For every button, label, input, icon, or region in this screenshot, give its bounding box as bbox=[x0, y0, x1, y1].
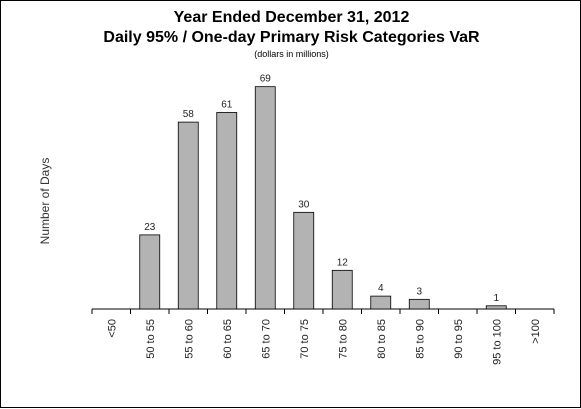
bar bbox=[331, 269, 353, 310]
chart-units-note: (dollars in millions) bbox=[254, 49, 329, 59]
x-tick-label: 95 to 100 bbox=[491, 319, 503, 365]
x-tick-label: 80 to 85 bbox=[376, 319, 388, 359]
bar bbox=[139, 234, 161, 310]
bar bbox=[254, 86, 276, 310]
bar bbox=[408, 298, 430, 310]
data-label: 69 bbox=[260, 74, 272, 85]
chart-title: Year Ended December 31, 2012 bbox=[173, 9, 410, 26]
x-tick-label: >100 bbox=[530, 319, 542, 344]
x-tick-label: 55 to 60 bbox=[183, 319, 195, 359]
x-tick-label: 50 to 55 bbox=[145, 319, 157, 359]
x-tick-label: 75 to 80 bbox=[337, 319, 349, 359]
x-tick-label: 85 to 90 bbox=[414, 319, 426, 359]
data-label: 23 bbox=[144, 222, 156, 233]
x-tick-label: <50 bbox=[106, 319, 118, 338]
bar bbox=[370, 295, 392, 310]
data-label: 58 bbox=[183, 109, 195, 120]
data-label: 12 bbox=[337, 257, 349, 268]
data-label: 3 bbox=[416, 286, 422, 297]
bar bbox=[216, 112, 238, 310]
data-label: 4 bbox=[378, 283, 384, 294]
chart-subtitle: Daily 95% / One-day Primary Risk Categor… bbox=[103, 29, 480, 46]
data-label: 1 bbox=[493, 293, 499, 304]
bar bbox=[485, 305, 507, 310]
x-tick-label: 90 to 95 bbox=[453, 319, 465, 359]
data-label: 61 bbox=[221, 99, 233, 110]
x-tick-label: 60 to 65 bbox=[222, 319, 234, 359]
x-tick-label: 65 to 70 bbox=[260, 319, 272, 359]
data-label: 30 bbox=[298, 199, 310, 210]
bar bbox=[177, 121, 199, 310]
x-tick-label: 70 to 75 bbox=[299, 319, 311, 359]
bar bbox=[293, 211, 315, 310]
